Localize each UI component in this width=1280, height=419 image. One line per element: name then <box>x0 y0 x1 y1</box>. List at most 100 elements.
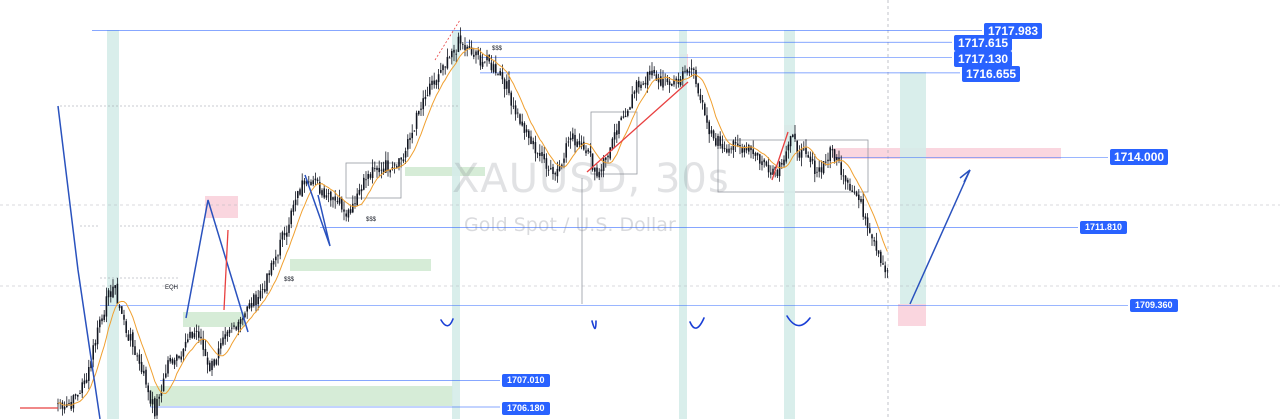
candle-body <box>363 177 365 190</box>
candle-body <box>110 291 112 297</box>
candle-body <box>264 289 266 292</box>
candle-body <box>457 36 460 52</box>
range-box <box>590 111 638 175</box>
demand-zone <box>150 386 453 406</box>
candle-body <box>495 64 497 74</box>
candle-body <box>792 134 794 137</box>
candle-body <box>121 306 123 314</box>
candle-body <box>143 370 145 374</box>
candle-body <box>576 141 578 147</box>
candle-body <box>653 69 655 73</box>
candle-body <box>569 137 572 141</box>
candle-body <box>222 337 224 345</box>
moving-average-line <box>57 47 888 406</box>
candle-body <box>587 149 589 152</box>
candle-body <box>884 265 886 273</box>
candle-body <box>785 151 787 162</box>
price-level-label[interactable]: 1717.615 <box>954 35 1013 51</box>
candle-body <box>715 138 717 146</box>
candle-body <box>149 390 152 404</box>
candle-body <box>759 154 761 164</box>
candle-body <box>673 79 675 85</box>
candle-body <box>886 270 889 272</box>
candle-body <box>226 331 229 337</box>
candle-body <box>512 105 515 107</box>
liquidity-label: $$$ <box>284 277 295 283</box>
price-level-label[interactable]: 1716.655 <box>962 66 1021 82</box>
candle-body <box>138 354 141 364</box>
candle-body <box>600 169 603 172</box>
symbol-watermark: XAUUSD, 30s <box>452 156 730 202</box>
candle-body <box>321 190 323 196</box>
candle-body <box>233 325 235 327</box>
candle-body <box>127 334 130 341</box>
candle-body <box>704 103 706 116</box>
candle-body <box>811 159 814 161</box>
red-trend-line <box>223 229 229 311</box>
candle-body <box>424 96 427 100</box>
candle-body <box>101 318 103 322</box>
candle-body <box>693 68 695 70</box>
candle-body <box>631 94 633 109</box>
candle-body <box>684 70 686 72</box>
candle-body <box>176 354 178 361</box>
candle-body <box>347 209 350 218</box>
symbol-description-watermark: Gold Spot / U.S. Dollar <box>464 214 676 236</box>
candle-body <box>470 47 473 55</box>
handdrawn-mark <box>440 318 454 327</box>
candle-body <box>420 108 422 110</box>
price-level-label[interactable]: 1714.000 <box>1110 149 1169 165</box>
candle-body <box>743 146 746 153</box>
candle-body <box>539 152 541 156</box>
candle-body <box>528 130 530 139</box>
candle-body <box>96 327 99 345</box>
candle-body <box>651 70 653 76</box>
price-level-label[interactable]: 1707.010 <box>502 374 550 387</box>
candle-body <box>235 326 237 330</box>
candle-body <box>352 203 354 213</box>
candle-body <box>660 76 662 86</box>
candle-body <box>189 331 191 338</box>
candle-body <box>741 147 743 153</box>
candle-body <box>290 210 292 225</box>
candle-body <box>514 105 517 115</box>
liquidity-label: $$$ <box>366 217 377 223</box>
candle-body <box>244 313 246 317</box>
candle-body <box>68 403 70 404</box>
candle-body <box>602 158 605 171</box>
price-level-label[interactable]: 1717.130 <box>954 51 1013 67</box>
candle-body <box>116 283 119 304</box>
price-level-label[interactable]: 1706.180 <box>502 402 550 415</box>
candle-body <box>334 196 336 201</box>
candle-body <box>585 150 587 154</box>
candle-body <box>596 167 598 177</box>
candle-body <box>303 180 306 185</box>
candle-body <box>866 217 869 229</box>
candle-body <box>272 261 275 265</box>
candle-body <box>772 168 774 175</box>
candle-body <box>871 234 873 239</box>
candle-body <box>497 74 499 75</box>
time-highlight-band <box>452 30 460 419</box>
candle-body <box>770 172 772 175</box>
candle-body <box>246 306 248 312</box>
candle-body <box>545 158 548 169</box>
candle-body <box>156 398 158 416</box>
candle-body <box>358 189 361 195</box>
candle-body <box>816 171 818 173</box>
candle-body <box>193 333 196 338</box>
price-level-label[interactable]: 1711.810 <box>1080 221 1128 234</box>
candle-body <box>880 251 882 263</box>
candle-body <box>695 69 697 84</box>
candle-body <box>299 189 301 195</box>
price-level-label[interactable]: 1709.360 <box>1130 299 1178 312</box>
candle-body <box>675 78 677 81</box>
candle-body <box>167 360 169 374</box>
candle-body <box>147 385 149 393</box>
candle-body <box>818 167 820 172</box>
candle-body <box>847 179 849 183</box>
candle-body <box>486 55 488 61</box>
candle-body <box>726 148 728 153</box>
candle-body <box>316 179 319 182</box>
